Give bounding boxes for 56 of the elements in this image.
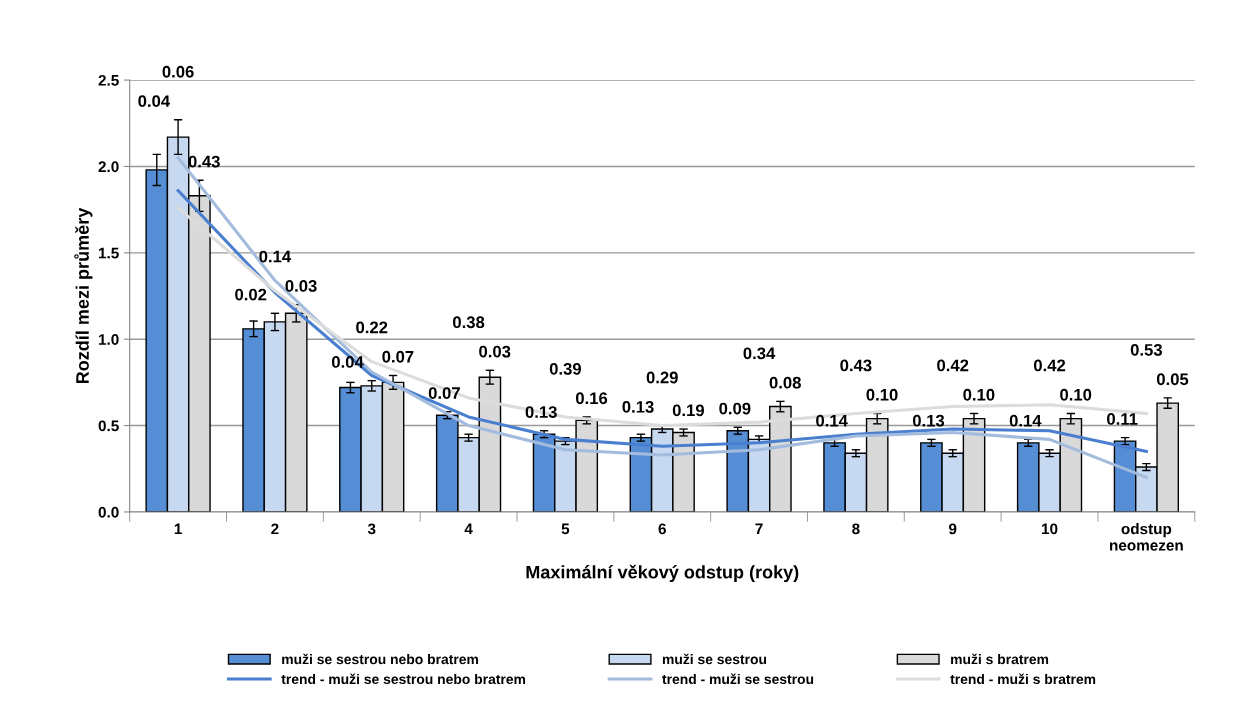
- annotation: 0.29: [646, 371, 678, 384]
- annotation: 0.39: [549, 362, 582, 375]
- annotation: 0.05: [1156, 373, 1189, 386]
- annotation: 0.10: [1060, 388, 1092, 401]
- annotation: 0.10: [866, 388, 898, 401]
- annotation: 0.34: [743, 347, 776, 360]
- annotation: 0.14: [816, 414, 848, 427]
- y-axis-title: Rozdíl mezi průměry: [74, 207, 93, 384]
- x-tick-label: 6: [658, 523, 666, 535]
- annotation: 0.16: [575, 392, 608, 405]
- annotation: 0.02: [235, 288, 267, 301]
- x-tick-label: 4: [464, 523, 473, 535]
- x-tick-label: 9: [949, 523, 957, 535]
- annotation: 0.13: [912, 414, 945, 427]
- y-tick-label: 0.5: [98, 420, 119, 432]
- annotation: 0.53: [1130, 343, 1162, 356]
- x-axis-title: Maximální věkový odstup (roky): [526, 564, 799, 583]
- x-tick-label: 3: [367, 523, 376, 535]
- annotation: 0.07: [382, 350, 414, 363]
- annotation: 0.43: [840, 359, 872, 372]
- x-tick-label: 8: [852, 523, 860, 535]
- annotation: 0.11: [1107, 413, 1138, 425]
- annotation: 0.03: [285, 280, 317, 292]
- annotation: 0.14: [1009, 414, 1042, 427]
- x-tick-label: 5: [561, 523, 570, 535]
- annotation: 0.07: [428, 387, 460, 399]
- y-tick-label: 2.0: [98, 161, 119, 173]
- x-tick-label: 7: [755, 523, 763, 535]
- annotation: 0.13: [525, 406, 557, 418]
- x-tick-label: 2: [271, 523, 279, 535]
- annotation: 0.42: [937, 359, 969, 372]
- annotation: 0.13: [622, 400, 654, 413]
- annotation: 0.03: [479, 345, 511, 358]
- y-tick-label: 1.5: [98, 247, 119, 259]
- x-tick-label: odstup neomezen: [1110, 523, 1183, 551]
- legend-label: trend - muži s bratrem: [950, 673, 1096, 685]
- legend-label: muži se sestrou: [662, 653, 767, 665]
- annotation: 0.22: [356, 321, 388, 334]
- annotation: 0.08: [769, 376, 801, 389]
- y-tick-label: 0.0: [98, 506, 119, 518]
- annotation: 0.10: [963, 388, 995, 401]
- y-tick-label: 1.0: [98, 334, 119, 345]
- annotation: 0.14: [259, 250, 292, 263]
- annotation: 0.38: [453, 316, 485, 329]
- legend-label: muži se sestrou nebo bratrem: [282, 653, 478, 665]
- legend-label: muži s bratrem: [951, 653, 1049, 665]
- y-tick-label: 2.5: [98, 74, 119, 86]
- annotation: 0.42: [1033, 359, 1066, 372]
- annotation: 0.19: [672, 404, 704, 417]
- legend-label: trend - muži se sestrou: [662, 673, 814, 685]
- annotation: 0.09: [719, 402, 751, 415]
- legend-label: trend - muži se sestrou nebo bratrem: [281, 673, 526, 685]
- x-tick-label: 1: [174, 523, 182, 535]
- x-tick-label: 10: [1042, 523, 1058, 535]
- annotation: 0.04: [138, 95, 171, 108]
- text: 0.06: [162, 65, 194, 78]
